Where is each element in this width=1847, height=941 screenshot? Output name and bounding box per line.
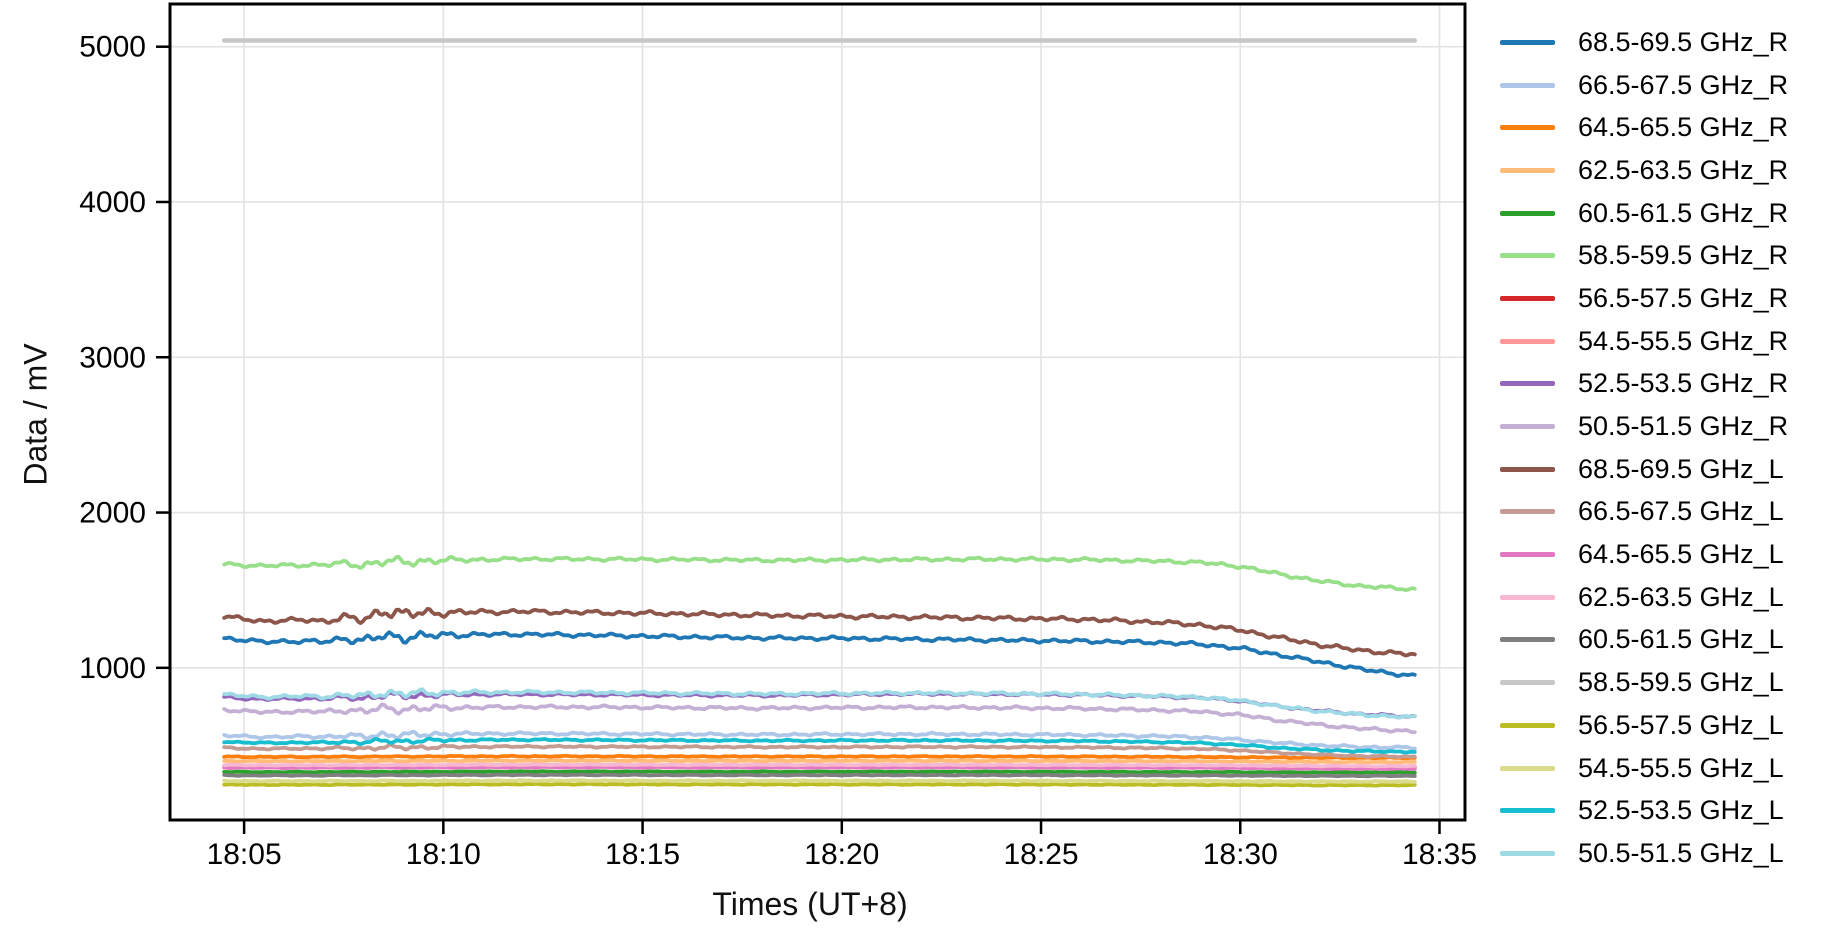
series-line-68.5-69.5_GHz_R [222,629,1417,678]
legend-item-12: 64.5-65.5 GHz_L [1500,533,1788,576]
x-tick-label: 18:30 [1203,838,1278,871]
legend-swatch-icon [1500,765,1555,771]
legend-swatch-icon [1500,722,1555,728]
legend-item-1: 66.5-67.5 GHz_R [1500,64,1788,107]
x-tick-label: 18:05 [207,838,282,871]
legend-item-15: 58.5-59.5 GHz_L [1500,661,1788,704]
legend-item-11: 66.5-67.5 GHz_L [1500,491,1788,534]
legend-swatch-icon [1500,552,1555,558]
x-tick-label: 18:15 [605,838,680,871]
legend-item-7: 54.5-55.5 GHz_R [1500,320,1788,363]
legend-swatch-icon [1500,253,1555,259]
legend-label: 50.5-51.5 GHz_R [1578,411,1789,442]
legend-item-18: 52.5-53.5 GHz_L [1500,789,1788,832]
series-line-50.5-51.5_GHz_R [222,702,1417,735]
legend-item-3: 62.5-63.5 GHz_R [1500,149,1788,192]
legend-label: 54.5-55.5 GHz_L [1578,752,1784,783]
legend-label: 68.5-69.5 GHz_L [1578,453,1784,484]
legend-swatch-icon [1500,210,1555,216]
y-tick-label: 4000 [79,186,146,219]
plot-border [168,2,1467,822]
legend-label: 56.5-57.5 GHz_R [1578,282,1789,313]
legend-swatch-icon [1500,295,1555,301]
legend-swatch-icon [1500,82,1555,88]
legend: 68.5-69.5 GHz_R 66.5-67.5 GHz_R 64.5-65.5 … [1500,21,1788,875]
series-line-56.5-57.5_GHz_L [222,781,1417,788]
legend-label: 52.5-53.5 GHz_R [1578,368,1789,399]
legend-item-13: 62.5-63.5 GHz_L [1500,576,1788,619]
legend-item-5: 58.5-59.5 GHz_R [1500,234,1788,277]
series-line-58.5-59.5_GHz_R [222,554,1417,592]
legend-item-4: 60.5-61.5 GHz_R [1500,192,1788,235]
legend-item-16: 56.5-57.5 GHz_L [1500,704,1788,747]
legend-label: 66.5-67.5 GHz_R [1578,69,1789,100]
legend-label: 56.5-57.5 GHz_L [1578,709,1784,740]
legend-swatch-icon [1500,381,1555,387]
y-axis-title: Data / mV [17,343,54,486]
legend-swatch-icon [1500,637,1555,643]
legend-label: 62.5-63.5 GHz_L [1578,581,1784,612]
legend-item-8: 52.5-53.5 GHz_R [1500,363,1788,406]
y-tick-label: 3000 [79,341,146,374]
y-tick-label: 2000 [79,497,146,530]
x-tick-label: 18:35 [1402,838,1477,871]
series-line-62.5-63.5_GHz_L [222,762,1417,769]
legend-item-10: 68.5-69.5 GHz_L [1500,448,1788,491]
series-line-54.5-55.5_GHz_L [222,778,1417,784]
legend-label: 50.5-51.5 GHz_L [1578,837,1784,868]
legend-item-6: 56.5-57.5 GHz_R [1500,277,1788,320]
series-line-64.5-65.5_GHz_L [222,764,1417,771]
legend-label: 62.5-63.5 GHz_R [1578,154,1789,185]
legend-label: 64.5-65.5 GHz_R [1578,112,1789,143]
series-line-66.5-67.5_GHz_R [222,729,1417,751]
y-tick-label: 5000 [79,31,146,64]
legend-item-0: 68.5-69.5 GHz_R [1500,21,1788,64]
x-tick-label: 18:10 [406,838,481,871]
legend-label: 68.5-69.5 GHz_R [1578,26,1789,57]
legend-item-2: 64.5-65.5 GHz_R [1500,106,1788,149]
legend-item-17: 54.5-55.5 GHz_L [1500,747,1788,790]
legend-label: 66.5-67.5 GHz_L [1578,496,1784,527]
series-line-60.5-61.5_GHz_L [222,772,1417,779]
legend-swatch-icon [1500,39,1555,45]
legend-swatch-icon [1500,850,1555,856]
series-line-50.5-51.5_GHz_L [222,687,1417,720]
legend-label: 60.5-61.5 GHz_L [1578,624,1784,655]
series-line-64.5-65.5_GHz_R [222,753,1417,761]
series-line-66.5-67.5_GHz_L [222,743,1417,760]
legend-label: 58.5-59.5 GHz_R [1578,240,1789,271]
series-line-60.5-61.5_GHz_R [222,769,1417,775]
legend-item-9: 50.5-51.5 GHz_R [1500,405,1788,448]
legend-label: 58.5-59.5 GHz_L [1578,667,1784,698]
legend-item-19: 50.5-51.5 GHz_L [1500,832,1788,875]
legend-item-14: 60.5-61.5 GHz_L [1500,619,1788,662]
legend-swatch-icon [1500,509,1555,515]
legend-swatch-icon [1500,680,1555,686]
legend-label: 60.5-61.5 GHz_R [1578,197,1789,228]
legend-swatch-icon [1500,338,1555,344]
series-line-62.5-63.5_GHz_R [222,758,1417,765]
legend-label: 54.5-55.5 GHz_R [1578,325,1789,356]
legend-swatch-icon [1500,466,1555,472]
legend-swatch-icon [1500,808,1555,814]
legend-swatch-icon [1500,125,1555,131]
y-tick-label: 1000 [79,652,146,685]
x-tick-label: 18:25 [1003,838,1078,871]
x-axis-title: Times (UT+8) [712,886,908,922]
legend-swatch-icon [1500,594,1555,600]
series-line-68.5-69.5_GHz_L [222,607,1417,658]
legend-swatch-icon [1500,167,1555,173]
series-line-52.5-53.5_GHz_L [222,736,1417,755]
x-tick-label: 18:20 [804,838,879,871]
legend-swatch-icon [1500,424,1555,430]
legend-label: 52.5-53.5 GHz_L [1578,795,1784,826]
legend-label: 64.5-65.5 GHz_L [1578,539,1784,570]
